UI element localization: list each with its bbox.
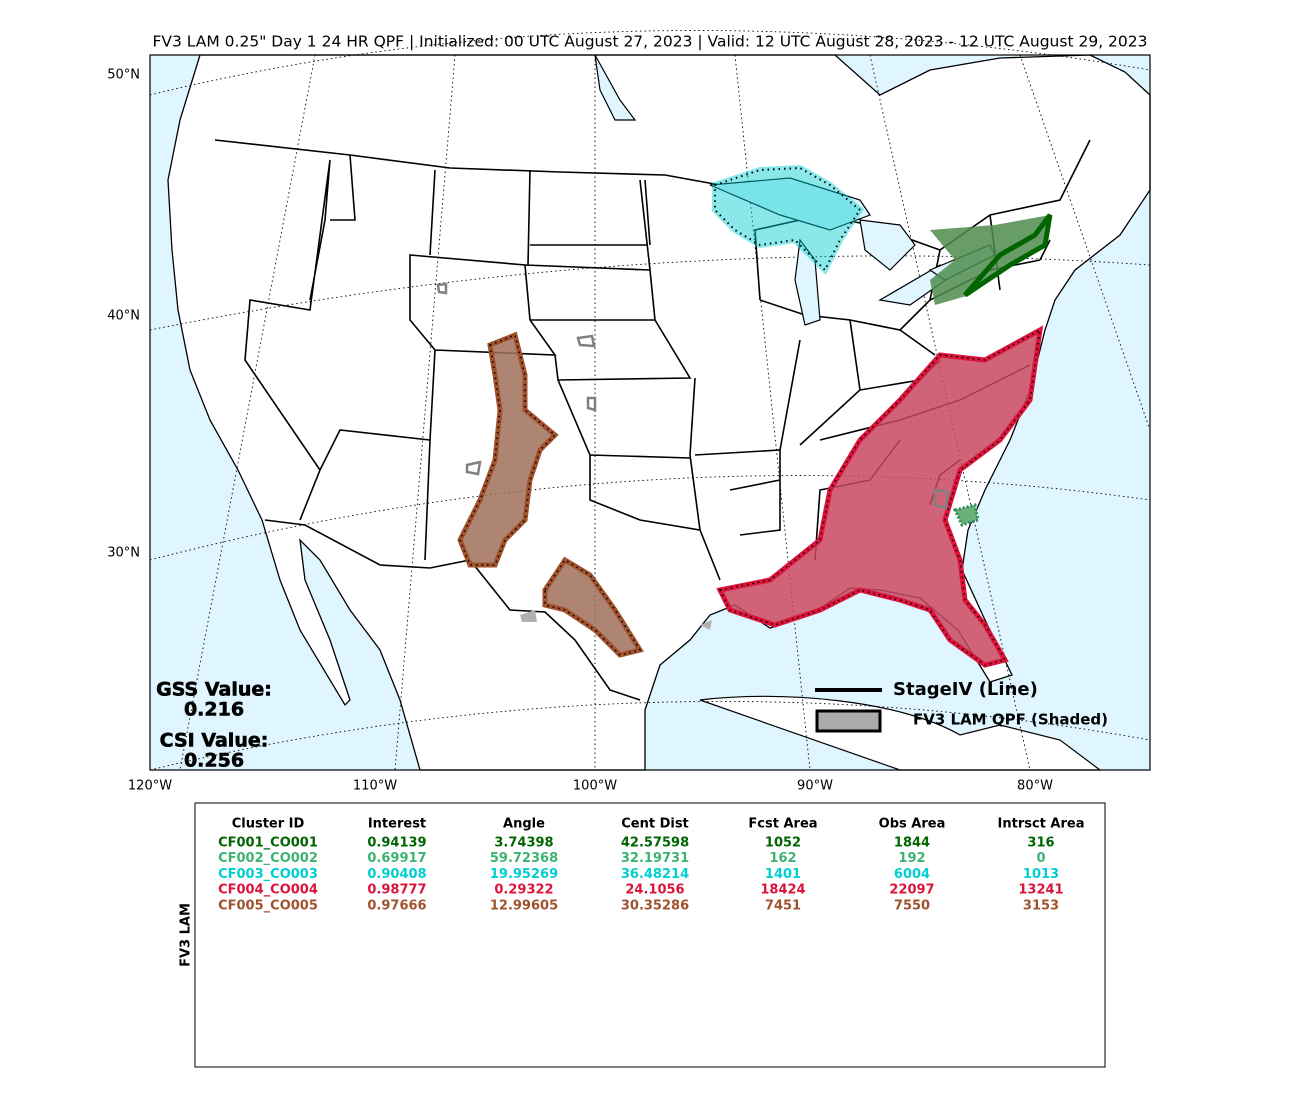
column-header: Interest — [368, 817, 426, 832]
table-cell: 0.94139 — [367, 836, 426, 851]
column-header: Obs Area — [879, 817, 946, 832]
table-cell: 162 — [769, 851, 796, 866]
lon-labels: 120°W 110°W 100°W 90°W 80°W — [128, 779, 1053, 794]
csi-value: 0.256 — [184, 750, 244, 772]
lat-labels: 50°N 40°N 30°N — [107, 68, 140, 561]
table-cell: 192 — [898, 851, 925, 866]
table-cell: 316 — [1027, 836, 1054, 851]
legend-label: FV3 LAM QPF (Shaded) — [913, 711, 1108, 729]
legend-label: StageIV (Line) — [893, 679, 1038, 700]
table-cell: CF003_CO003 — [218, 867, 318, 882]
table-frame — [194, 802, 1106, 1068]
column-header: Fcst Area — [748, 817, 817, 832]
table-cell: CF002_CO002 — [218, 851, 318, 866]
table-body: Cluster ID Interest Angle Cent Dist Fcst Are… — [218, 817, 1084, 914]
table-cell: 30.35286 — [621, 898, 689, 913]
table-cell: 0.97666 — [367, 898, 426, 913]
lon-label: 90°W — [797, 779, 833, 794]
table-cell: 0 — [1036, 851, 1045, 866]
column-header: Angle — [503, 817, 545, 832]
table-cell: 12.99605 — [490, 898, 558, 913]
table-cell: 59.72368 — [490, 851, 558, 866]
lon-label: 120°W — [128, 779, 172, 794]
table-cell: 0.29322 — [494, 883, 553, 898]
table-cell: 18424 — [760, 883, 805, 898]
table-cell: 32.19731 — [621, 851, 689, 866]
table-cell: 7550 — [894, 898, 930, 913]
lakes — [594, 54, 996, 326]
map-frame — [149, 54, 1151, 771]
map: 50°N 40°N 30°N 120°W 110°W 100°W 90°W 80°W GSS… — [107, 30, 1151, 794]
lat-label: 30°N — [107, 546, 140, 561]
title: FV3 LAM 0.25" Day 1 24 HR QPF | Initiali… — [152, 33, 1147, 51]
table-cell: 1052 — [765, 836, 801, 851]
table-cell: 24.1056 — [625, 883, 684, 898]
table-cell: CF005_CO005 — [218, 898, 318, 913]
table-cell: CF001_CO001 — [218, 836, 318, 851]
column-header: Cluster ID — [232, 817, 305, 832]
table-cell: 0.69917 — [367, 851, 426, 866]
lon-label: 80°W — [1017, 779, 1053, 794]
side-label: FV3 LAM — [179, 903, 194, 967]
lon-label: 100°W — [573, 779, 617, 794]
table-cell: 36.48214 — [621, 867, 689, 882]
table-cell: 7451 — [765, 898, 801, 913]
table-cell: 1844 — [894, 836, 930, 851]
table-cell: 6004 — [894, 867, 930, 882]
cuba — [699, 695, 1102, 771]
stats-table: FV3 LAM Cluster ID Interest Angle Cent Dist… — [179, 802, 1106, 1068]
table-cell: 3.74398 — [494, 836, 553, 851]
table-cell: 42.57598 — [621, 836, 689, 851]
legend-swatch — [815, 709, 882, 733]
table-cell: 3153 — [1023, 898, 1059, 913]
column-header: Cent Dist — [621, 817, 689, 832]
column-header: Intrsct Area — [998, 817, 1085, 832]
table-cell: CF004_CO004 — [218, 883, 318, 898]
gss-value: 0.216 — [184, 699, 244, 721]
table-cell: 22097 — [889, 883, 934, 898]
gss-label: GSS Value: — [156, 679, 272, 701]
table-cell: 13241 — [1018, 883, 1063, 898]
table-cell: 0.98777 — [367, 883, 426, 898]
precip-clusters — [436, 164, 1053, 668]
table-cell: 1013 — [1023, 867, 1059, 882]
lat-label: 40°N — [107, 309, 140, 324]
table-cell: 19.95269 — [490, 867, 558, 882]
table-cell: 0.90408 — [367, 867, 426, 882]
csi-label: CSI Value: — [160, 730, 269, 752]
lon-label: 110°W — [353, 779, 397, 794]
lat-label: 50°N — [107, 68, 140, 83]
table-cell: 1401 — [765, 867, 801, 882]
